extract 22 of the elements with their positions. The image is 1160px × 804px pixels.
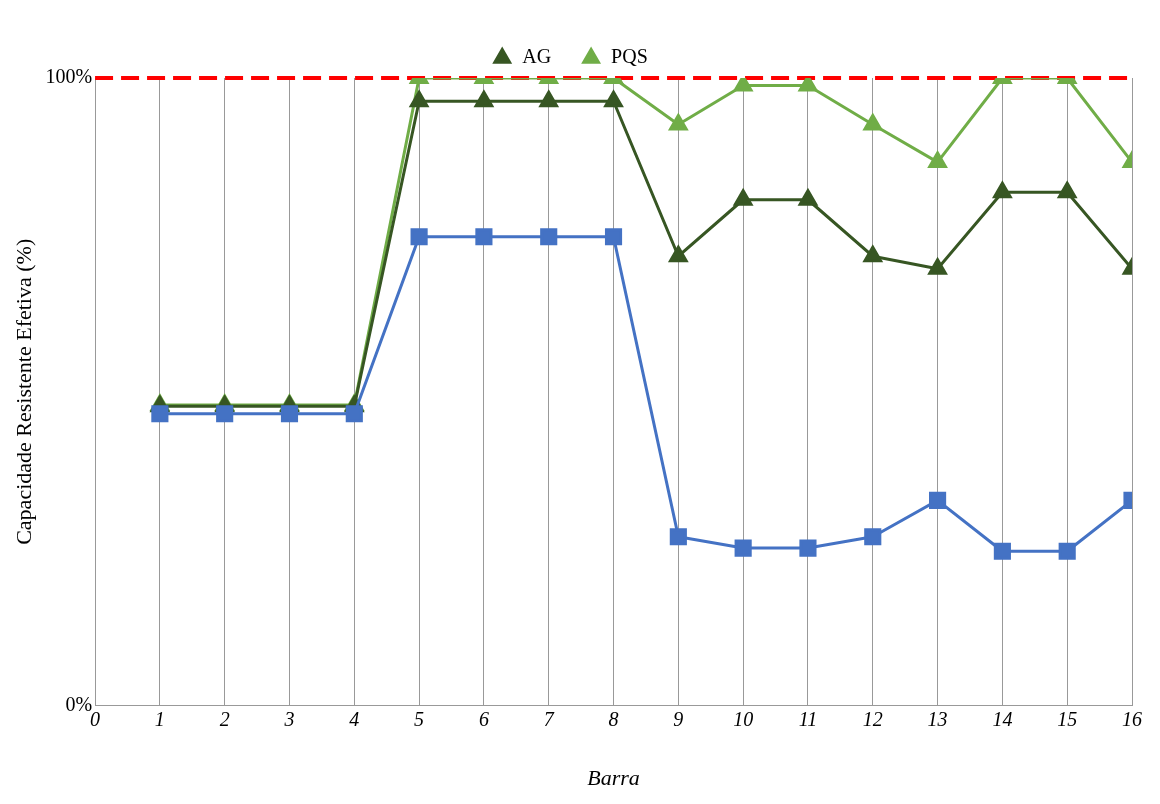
x-tick-label: 11 [798, 707, 818, 730]
x-tick-label: 16 [1122, 707, 1142, 730]
y-tick-label: 100% [45, 65, 93, 88]
x-tick-label: 10 [733, 707, 754, 730]
legend-label: AG [522, 45, 552, 68]
x-tick-label: 15 [1057, 707, 1078, 730]
x-tick-label: 4 [349, 707, 360, 730]
x-tick-label: 3 [283, 707, 295, 730]
x-tick-label: 9 [673, 707, 684, 730]
x-tick-label: 1 [154, 707, 165, 730]
x-axis-title: Barra [587, 764, 640, 790]
x-tick-label: 13 [927, 707, 948, 730]
x-tick-label: 12 [862, 707, 883, 730]
x-tick-label: 8 [608, 707, 619, 730]
x-tick-label: 5 [414, 707, 425, 730]
x-tick-label: 7 [543, 707, 555, 730]
y-tick-label: 0% [65, 692, 93, 715]
x-tick-label: 6 [478, 707, 489, 730]
x-tick-label: 14 [992, 707, 1013, 730]
y-axis-title: Capacidade Resistente Efetiva (%) [10, 238, 36, 545]
x-tick-label: 2 [219, 707, 230, 730]
legend-label: PQS [611, 45, 648, 68]
